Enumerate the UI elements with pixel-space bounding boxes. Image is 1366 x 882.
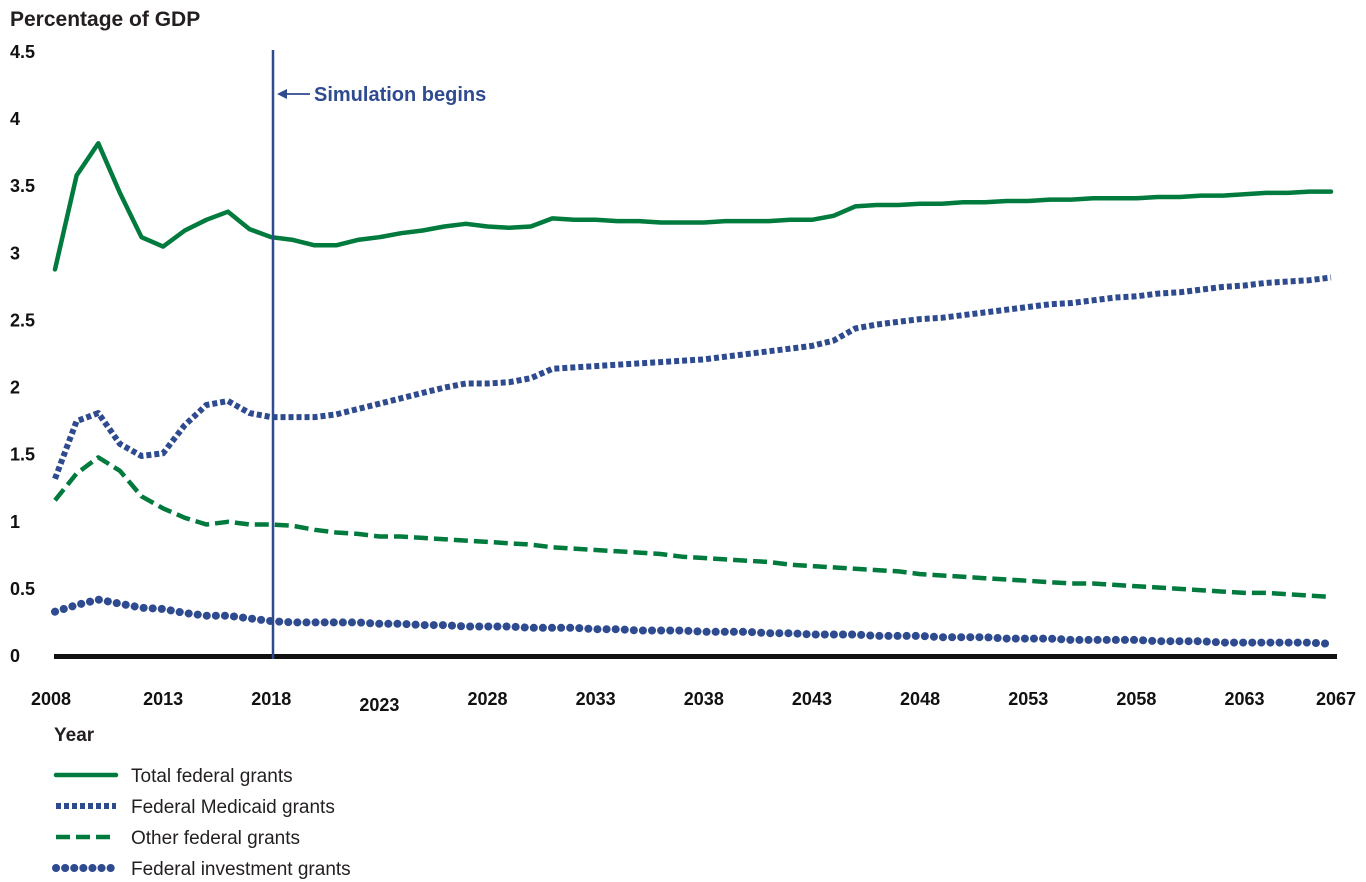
y-tick-label: 3 [10,243,20,263]
x-tick-label: 2023 [359,695,399,715]
x-tick-label: 2018 [251,689,291,709]
legend: Total federal grants Federal Medicaid gra… [52,766,351,880]
legend-label: Total federal grants [131,766,293,787]
series-layer [51,141,1335,648]
x-tick-label: 2033 [576,689,616,709]
series-line-3 [53,455,1332,600]
x-tick-label: 2038 [684,689,724,709]
y-tick-label: 4.5 [10,42,35,62]
x-axis-title: Year [54,725,95,746]
simulation-annotation: Simulation begins [277,84,486,106]
y-tick-label: 0.5 [10,579,35,599]
x-axis-line [54,654,1337,659]
x-tick-label: 2013 [143,689,183,709]
x-tick-label: 2063 [1224,689,1264,709]
series-line-4 [51,595,1335,648]
legend-label: Federal investment grants [131,859,351,880]
y-axis-ticks: 0 0.5 1 1.5 2 2.5 3 3.5 4 4.5 [10,42,35,666]
series-line-2 [52,274,1332,480]
x-tick-label: 2048 [900,689,940,709]
legend-label: Federal Medicaid grants [131,797,335,818]
x-tick-label: 2058 [1116,689,1156,709]
x-tick-label: 2043 [792,689,832,709]
annotation-label: Simulation begins [314,84,486,106]
y-tick-label: 2.5 [10,310,35,330]
x-axis-ticks: 2008 2013 2018 2023 2028 2033 2038 2043 2048 2053… [31,689,1356,715]
y-tick-label: 3.5 [10,176,35,196]
legend-label: Other federal grants [131,828,300,849]
y-tick-label: 1 [10,512,20,532]
arrow-left-icon [277,89,287,99]
series-line-1 [52,141,1334,272]
x-tick-label: 2053 [1008,689,1048,709]
x-tick-label: 2067 [1316,689,1356,709]
x-tick-label: 2008 [31,689,71,709]
x-tick-label: 2028 [468,689,508,709]
y-tick-label: 2 [10,378,20,398]
y-tick-label: 1.5 [10,445,35,465]
y-axis-title: Percentage of GDP [10,8,200,31]
y-tick-label: 0 [10,646,20,666]
y-tick-label: 4 [10,109,20,129]
